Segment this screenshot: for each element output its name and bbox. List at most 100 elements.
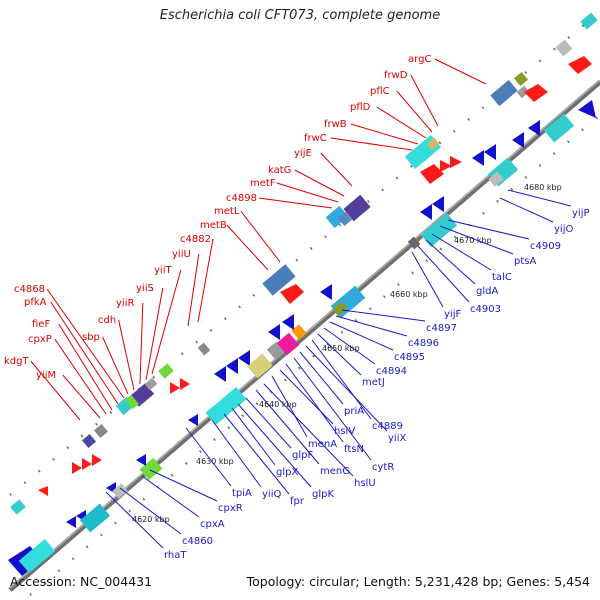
- gene-block: [543, 113, 575, 143]
- gene-block: [205, 387, 247, 425]
- gene-label-c4903: c4903: [470, 304, 501, 315]
- leader-line: [119, 487, 182, 535]
- gene-label-hslU: hslU: [354, 478, 376, 489]
- gene-arrow: [38, 486, 48, 496]
- leader-line: [317, 333, 362, 376]
- gene-label-gldA: gldA: [476, 286, 498, 297]
- gene-arrow: [578, 100, 596, 118]
- leader-line: [329, 321, 394, 351]
- leader-line: [50, 301, 119, 405]
- leader-line: [376, 106, 427, 139]
- gene-block: [93, 423, 109, 439]
- gene-label-c4897: c4897: [426, 323, 457, 334]
- leader-line: [46, 288, 125, 399]
- gene-arrow: [320, 284, 332, 300]
- gene-block: [10, 499, 26, 515]
- gene-arrow: [568, 56, 592, 74]
- gene-label-c4860: c4860: [182, 536, 213, 547]
- leader-line: [139, 302, 144, 385]
- gene-arrow: [472, 150, 484, 166]
- leader-line: [185, 427, 232, 487]
- gene-label-metJ: metJ: [362, 377, 385, 388]
- gene-label-frwD: frwD: [384, 70, 408, 81]
- gene-block: [426, 137, 440, 151]
- gene-label-yijE: yijE: [294, 148, 312, 159]
- gene-arrow: [72, 462, 82, 474]
- gene-label-glpX: glpX: [276, 467, 298, 478]
- gene-block: [337, 211, 353, 227]
- gene-block: [266, 341, 286, 361]
- leader-line: [231, 407, 276, 466]
- gene-block: [79, 503, 111, 533]
- gene-block: [490, 79, 518, 107]
- kbp-tick-label: 4650 kbp: [322, 344, 360, 353]
- gene-label-kdgT: kdgT: [4, 356, 29, 367]
- figure-title: Escherichia coli CFT073, complete genome: [159, 8, 441, 23]
- gene-label-fieF: fieF: [32, 319, 50, 330]
- leader-line: [54, 338, 107, 415]
- gene-label-yiiR: yiiR: [116, 298, 134, 309]
- gene-label-yiiU: yiiU: [172, 249, 191, 260]
- gene-arrow: [420, 204, 432, 220]
- gene-arrow: [268, 324, 280, 340]
- leader-line: [263, 383, 354, 477]
- gene-label-ptsA: ptsA: [514, 256, 536, 267]
- leader-line: [187, 253, 200, 327]
- gene-label-cpxR: cpxR: [218, 503, 243, 514]
- gene-label-yiiX: yiiX: [388, 433, 406, 444]
- leader-line: [223, 413, 290, 495]
- leader-line: [226, 224, 269, 271]
- leader-line: [425, 239, 476, 285]
- gene-label-c4868: c4868: [14, 284, 45, 295]
- gene-label-rhaT: rhaT: [164, 550, 187, 561]
- gene-arrow: [188, 414, 198, 426]
- gene-block: [262, 264, 296, 296]
- gene-block: [158, 363, 174, 379]
- gene-arrow: [170, 382, 180, 394]
- gene-arrow: [66, 516, 76, 528]
- leader-line: [431, 233, 492, 271]
- gene-arrow: [440, 160, 452, 172]
- gene-label-frwB: frwB: [324, 119, 347, 130]
- gene-arrow: [420, 164, 444, 184]
- gene-label-cytR: cytR: [372, 462, 394, 473]
- leader-line: [396, 90, 433, 133]
- gene-label-c4889: c4889: [372, 421, 403, 432]
- upper-gene-band: [10, 12, 598, 515]
- leader-line: [410, 74, 439, 127]
- leader-line: [293, 357, 372, 461]
- gene-arrow: [226, 358, 238, 374]
- leader-line: [294, 169, 345, 197]
- gene-block: [247, 353, 273, 379]
- upper-gene-labels: kdgTyiiMcpxPfieFpfkAc4868sbpcdhyiiRyiiSy…: [4, 54, 487, 421]
- leader-line: [151, 269, 182, 375]
- leader-line: [305, 345, 388, 432]
- leader-line: [105, 491, 164, 549]
- gene-arrow: [92, 454, 102, 466]
- leader-line: [417, 245, 470, 303]
- gene-label-talC: talC: [492, 272, 512, 283]
- leader-line: [30, 360, 81, 421]
- leader-line: [145, 287, 164, 381]
- gene-block: [343, 194, 371, 222]
- leader-line: [299, 351, 344, 405]
- gene-label-c4894: c4894: [376, 366, 407, 377]
- leader-line: [320, 152, 353, 187]
- leader-line: [285, 363, 344, 443]
- gene-label-frwC: frwC: [304, 133, 327, 144]
- accession-text: Accession: NC_004431: [10, 574, 153, 589]
- gene-arrow: [450, 156, 462, 168]
- gene-label-c4898: c4898: [226, 193, 257, 204]
- gene-label-yijF: yijF: [444, 309, 461, 320]
- gene-block: [332, 301, 348, 317]
- gene-label-tpiA: tpiA: [232, 488, 252, 499]
- leader-line: [141, 475, 200, 518]
- leader-line: [279, 369, 334, 425]
- kbp-tick-label: 4640 kbp: [259, 400, 297, 409]
- gene-label-sbp: sbp: [82, 332, 100, 343]
- gene-label-menA: menA: [308, 439, 337, 450]
- gene-arrow: [238, 350, 250, 366]
- gene-block: [513, 71, 529, 87]
- leader-line: [255, 389, 320, 465]
